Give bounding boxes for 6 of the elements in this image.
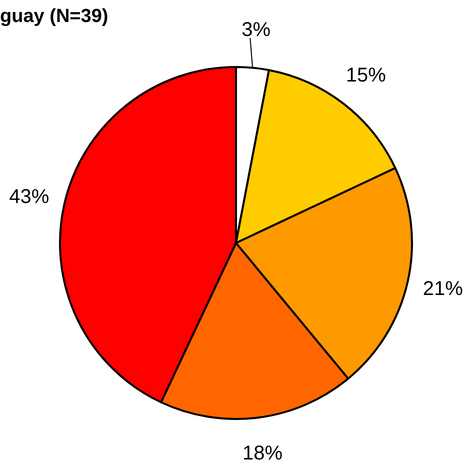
data-label: 43% [9, 186, 50, 208]
data-label: 3% [242, 18, 271, 41]
chart-title: guay (N=39) [0, 6, 108, 27]
data-label: 21% [422, 278, 464, 300]
data-label: 18% [242, 442, 283, 462]
data-label: 15% [346, 64, 386, 86]
